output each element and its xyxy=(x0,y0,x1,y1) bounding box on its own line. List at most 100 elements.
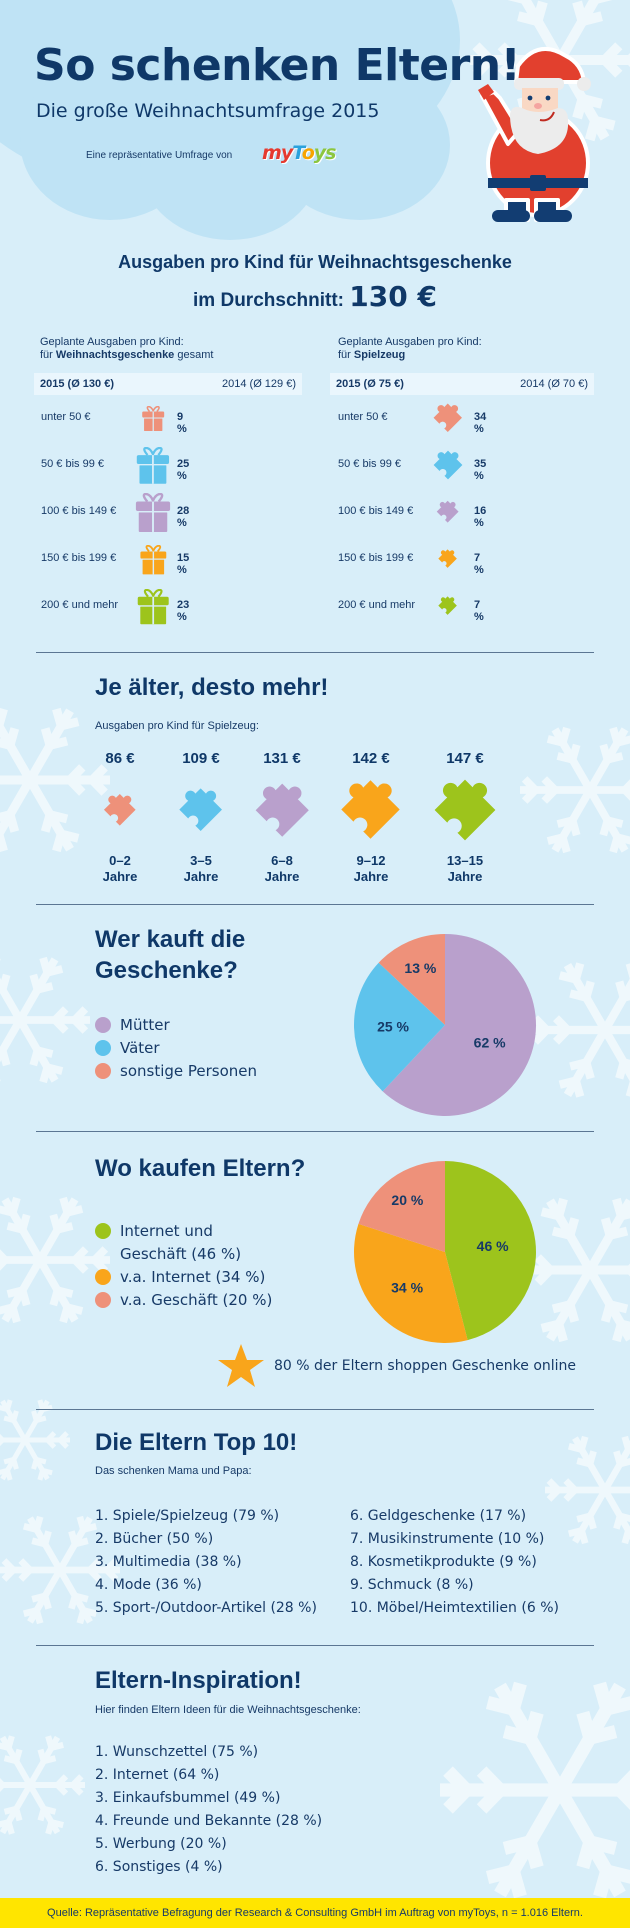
pie-slice-label: 46 % xyxy=(477,1238,509,1254)
age-range: 3–5 xyxy=(190,853,212,868)
age-section-title: Je älter, desto mehr! xyxy=(95,674,329,701)
puzzle-piece-icon xyxy=(433,450,463,480)
legend-swatch xyxy=(95,1223,111,1239)
legend-item: sonstige Personen xyxy=(95,1059,257,1082)
average-label: im Durchschnitt: xyxy=(193,290,344,311)
pie-slice-label: 25 % xyxy=(377,1019,409,1035)
average-value: 130 € xyxy=(349,280,437,313)
toys-year-bar: 2015 (Ø 75 €) 2014 (Ø 70 €) xyxy=(330,373,594,395)
snowflake-icon xyxy=(0,1196,110,1324)
pie-slice-label: 13 % xyxy=(404,960,436,976)
percentage: 25 % xyxy=(177,458,190,482)
brand-letter: s xyxy=(325,142,336,164)
list-item: 5. Werbung (20 %) xyxy=(95,1836,227,1852)
section-divider xyxy=(36,1409,594,1410)
legend-swatch xyxy=(95,1016,111,1033)
age-unit: Jahre xyxy=(447,869,483,884)
year-current: 2015 (Ø 75 €) xyxy=(336,378,404,390)
pie-slice xyxy=(382,934,536,1116)
legend-label: sonstige Personen xyxy=(120,1061,258,1080)
legend-item: v.a. Geschäft (20 %) xyxy=(95,1288,272,1311)
callout-text: 80 % der Eltern shoppen Geschenke online xyxy=(274,1358,577,1374)
legend-item: Internet und Geschäft (46 %) xyxy=(95,1219,272,1265)
page-subtitle: Die große Weihnachtsumfrage 2015 xyxy=(36,100,380,122)
age-range: 9–12 xyxy=(356,853,386,868)
range-label: 100 € bis 149 € xyxy=(338,505,414,517)
title-line2: Geschenke? xyxy=(95,957,238,984)
intro-bold: Spielzeug xyxy=(353,349,406,361)
age-amount: 142 € xyxy=(352,750,390,767)
puzzle-piece-icon xyxy=(437,501,459,523)
legend-text: Mütter xyxy=(120,1016,170,1034)
intro-bold: Weihnachtsgeschenke xyxy=(55,349,175,361)
list-item: 4. Mode (36 %) xyxy=(95,1577,202,1593)
source-footer: Quelle: Repräsentative Befragung der Res… xyxy=(0,1898,630,1928)
shops-legend: Internet und Geschäft (46 %) v.a. Internet… xyxy=(95,1219,272,1311)
snowflake-icon xyxy=(0,707,110,853)
legend-label-line2: Geschäft (46 %) xyxy=(120,1245,242,1263)
icon-wrap xyxy=(139,544,168,579)
pie-slice xyxy=(354,962,445,1092)
age-amount: 109 € xyxy=(182,750,220,767)
icon-wrap xyxy=(174,783,227,840)
gift-box-icon xyxy=(142,405,164,431)
list-item: 9. Schmuck (8 %) xyxy=(350,1577,474,1593)
gifts-intro-line1: Geplante Ausgaben pro Kind: xyxy=(40,336,184,348)
shops-section-title: Wo kaufen Eltern? xyxy=(95,1155,306,1182)
legend-label: Mütter xyxy=(120,1015,170,1034)
pie-slice xyxy=(378,934,445,1025)
survey-byline: Eine repräsentative Umfrage von xyxy=(86,150,233,161)
pie-slice xyxy=(354,1223,468,1343)
page-title: So schenken Eltern! xyxy=(34,40,521,91)
legend-label: Internet und xyxy=(120,1222,213,1240)
legend-item: Väter xyxy=(95,1036,257,1059)
snowflake-icon xyxy=(0,1399,70,1481)
list-item: 8. Kosmetikprodukte (9 %) xyxy=(350,1554,537,1570)
puzzle-piece-icon xyxy=(438,596,458,616)
shops-pie-chart: 46 % 34 % 20 % xyxy=(354,1161,537,1343)
percentage: 28 % xyxy=(177,505,190,529)
puzzle-piece-icon xyxy=(104,794,136,826)
top10-section-title: Die Eltern Top 10! xyxy=(95,1429,298,1456)
icon-wrap xyxy=(134,492,172,537)
icon-wrap xyxy=(434,498,461,529)
range-label: 200 € und mehr xyxy=(338,599,416,611)
top10-list-left: 1. Spiele/Spielzeug (79 %) 2. Bücher (50 … xyxy=(95,1505,317,1620)
buyers-section-title: Wer kauft die Geschenke? xyxy=(95,924,245,986)
gifts-intro: Geplante Ausgaben pro Kind: für Weihnach… xyxy=(40,336,213,362)
inspiration-section-subtitle: Hier finden Eltern Ideen für die Weihnac… xyxy=(95,1704,361,1716)
age-range: 6–8 xyxy=(271,853,293,868)
range-label: 200 € und mehr xyxy=(41,599,119,611)
legend-text: Internet und Geschäft (46 %) xyxy=(120,1222,241,1263)
average-spending: im Durchschnitt: 130 € xyxy=(0,280,630,313)
puzzle-piece-icon xyxy=(179,788,223,832)
legend-label: Väter xyxy=(120,1038,160,1057)
age-unit: Jahre xyxy=(102,869,138,884)
list-item: 1. Wunschzettel (75 %) xyxy=(95,1744,259,1760)
toys-intro-line1: Geplante Ausgaben pro Kind: xyxy=(338,336,482,348)
percentage: 15 % xyxy=(177,552,190,576)
icon-wrap xyxy=(334,773,407,850)
star-icon xyxy=(218,1344,264,1387)
legend-text: sonstige Personen xyxy=(120,1062,257,1080)
snowflake-icon xyxy=(520,726,630,854)
list-item: 7. Musikinstrumente (10 %) xyxy=(350,1531,545,1547)
brand-letter: m xyxy=(262,142,282,164)
list-item: 2. Internet (64 %) xyxy=(95,1767,220,1783)
age-section-subtitle: Ausgaben pro Kind für Spielzeug: xyxy=(95,720,259,732)
percentage: 16 % xyxy=(474,505,487,529)
icon-wrap xyxy=(100,790,140,834)
legend-text: v.a. Geschäft (20 %) xyxy=(120,1291,272,1309)
icon-wrap xyxy=(430,447,466,487)
percentage: 9 % xyxy=(177,411,187,435)
list-item: 1. Spiele/Spielzeug (79 %) xyxy=(95,1508,280,1524)
snowflake-icon xyxy=(0,1735,85,1835)
year-previous: 2014 (Ø 70 €) xyxy=(520,378,588,390)
gifts-intro-line2: für Weihnachtsgeschenke gesamt xyxy=(40,349,213,362)
gift-box-icon xyxy=(140,544,166,575)
gift-box-icon xyxy=(137,588,169,625)
legend-item: Mütter xyxy=(95,1013,257,1036)
snowflake-icon xyxy=(440,1681,630,1899)
snowflake-icon xyxy=(530,962,630,1098)
pie-slice xyxy=(445,1161,537,1341)
